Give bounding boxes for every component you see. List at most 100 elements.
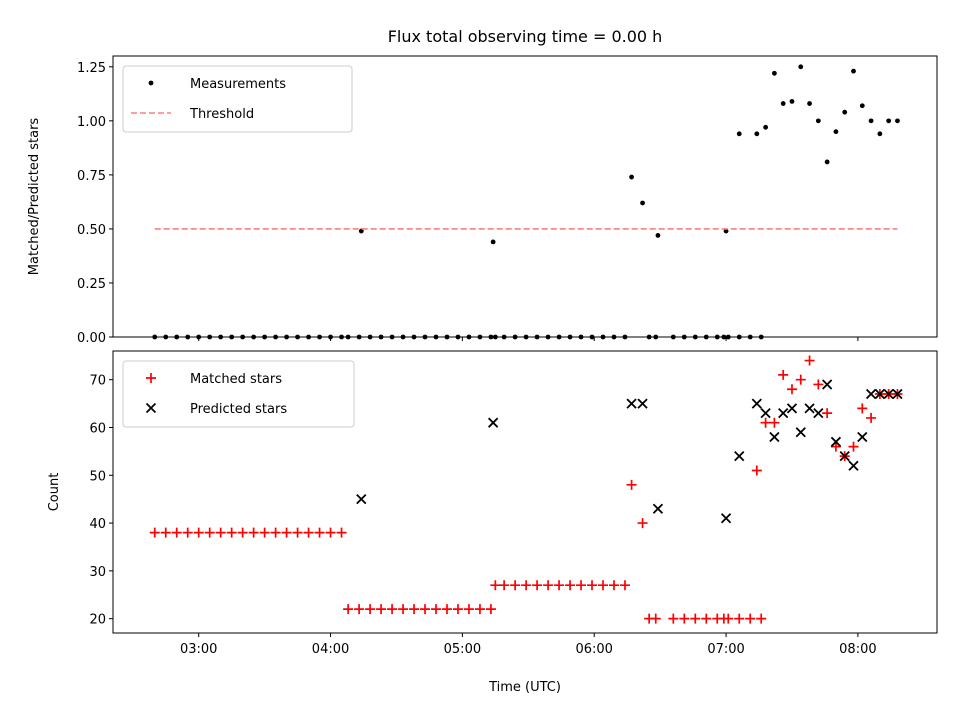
matched-star-point — [336, 527, 347, 538]
bottom-count-panel: 20 30 40 50 60 70 03:00 04:00 05:00 06:00 07:00 08:… — [47, 350, 938, 695]
measurement-point — [736, 131, 742, 137]
measurement-point — [545, 334, 551, 340]
legend-label: Predicted stars — [190, 402, 287, 417]
matched-star-point — [778, 369, 789, 380]
predicted-star-point — [865, 388, 877, 400]
matched-star-point — [626, 479, 637, 490]
x-tick-label: 05:00 — [444, 642, 481, 657]
y-axis-label: Count — [47, 473, 62, 512]
matched-star-point — [431, 604, 442, 615]
matched-star-point — [637, 518, 648, 529]
measurement-point — [629, 174, 634, 180]
predicted-star-point — [848, 460, 859, 471]
measurement-point — [273, 334, 279, 340]
matched-star-point — [756, 613, 767, 624]
matched-star-point — [204, 527, 215, 538]
matched-star-point — [668, 613, 679, 624]
matched-star-point — [848, 441, 859, 452]
matched-star-point — [608, 580, 619, 591]
predicted-star-point — [830, 436, 842, 447]
matched-star-point — [237, 527, 248, 538]
measurement-point — [703, 334, 709, 340]
measurement-point — [512, 334, 518, 340]
matched-star-point — [325, 527, 336, 538]
matched-star-point — [303, 527, 314, 538]
matched-star-point — [510, 580, 521, 591]
matched-star-point — [441, 604, 452, 615]
measurement-point — [670, 334, 676, 340]
y-tick-label: 20 — [89, 613, 106, 628]
y-tick-label: 50 — [89, 469, 106, 484]
matched-star-point — [376, 604, 387, 615]
matched-star-point — [499, 580, 510, 591]
measurement-point — [492, 334, 498, 340]
measurement-point — [345, 334, 351, 340]
measurement-point — [218, 334, 224, 340]
matched-star-point — [343, 604, 354, 615]
axes-frame — [112, 350, 938, 634]
matched-star-point — [587, 580, 598, 591]
measurement-point — [859, 103, 865, 109]
predicted-star-point — [751, 398, 762, 409]
measurement-point — [339, 334, 344, 340]
measurement-point — [356, 334, 362, 340]
matched-star-point — [182, 527, 193, 538]
legend-marker-measurements — [148, 80, 154, 86]
y-tick-label: 1.00 — [77, 115, 106, 130]
matched-star-point — [226, 527, 237, 538]
y-axis-label: Matched/Predicted stars — [27, 118, 42, 276]
measurement-point — [367, 334, 373, 340]
matched-star-point — [420, 604, 431, 615]
measurement-point — [851, 68, 856, 74]
x-tick-label: 04:00 — [312, 642, 349, 657]
predicted-star-point — [804, 403, 815, 414]
measurement-point — [842, 109, 848, 115]
matched-star-point — [543, 580, 554, 591]
legend-label: Measurements — [190, 77, 286, 92]
predicted-star-point — [813, 407, 824, 419]
measurement-point — [789, 98, 795, 104]
matched-star-point — [171, 527, 182, 538]
measurement-point — [567, 334, 573, 340]
measurement-point — [488, 334, 494, 340]
predicted-star-point — [760, 407, 771, 419]
measurement-point — [758, 334, 764, 340]
measurement-point — [411, 334, 417, 340]
predicted-star-point — [356, 494, 367, 505]
legend-marker-predicted — [145, 402, 157, 414]
measurement-point — [358, 228, 364, 234]
matched-star-point — [650, 613, 661, 624]
y-tick-label: 60 — [89, 421, 106, 436]
measurement-point — [262, 334, 268, 340]
legend-box — [122, 65, 353, 133]
matched-star-point — [474, 604, 485, 615]
measurement-point — [578, 334, 584, 340]
matched-star-point — [565, 580, 576, 591]
matched-star-point — [769, 417, 780, 428]
measurement-point — [714, 334, 720, 340]
matched-star-point — [804, 355, 815, 366]
measurement-point — [886, 118, 892, 124]
measurement-point — [807, 101, 812, 106]
measurement-point — [721, 334, 727, 340]
predicted-star-point — [488, 417, 499, 428]
measurement-point — [400, 334, 406, 340]
matched-star-point — [723, 613, 734, 624]
y-tick-label: 0.50 — [77, 223, 106, 238]
legend-label: Matched stars — [190, 372, 282, 387]
matched-star-point — [193, 527, 204, 538]
measurement-point — [306, 334, 311, 340]
predicted-star-point — [734, 451, 745, 462]
matched-star-point — [281, 527, 292, 538]
measurement-point — [763, 124, 769, 130]
measurement-point — [328, 334, 333, 340]
top-ratio-panel: 0.00 0.25 0.50 0.75 1.00 1.25 Matched/Predicte… — [27, 55, 938, 346]
legend-box — [122, 360, 355, 428]
matched-star-point — [248, 527, 259, 538]
y-tick-label: 1.25 — [77, 61, 106, 76]
matched-star-point — [270, 527, 281, 538]
predicted-star-point — [652, 503, 664, 514]
measurement-point — [824, 159, 830, 165]
x-tick-label: 08:00 — [839, 642, 876, 657]
matched-star-point — [701, 613, 712, 624]
